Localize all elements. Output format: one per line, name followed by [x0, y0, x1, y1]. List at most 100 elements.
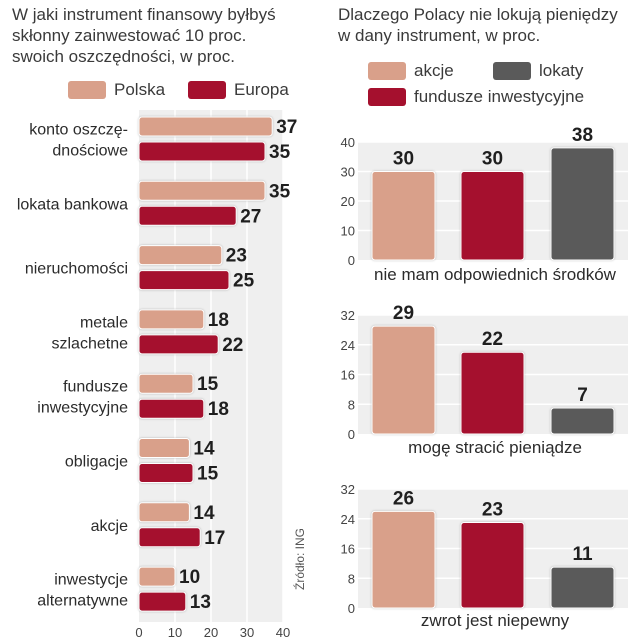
right-y-tick-label: 40	[341, 135, 355, 150]
left-bar-value-label: 15	[197, 464, 219, 485]
right-y-tick-label: 20	[341, 194, 355, 209]
right-bar-value-label: 7	[577, 385, 588, 406]
legend-swatch-fundusze	[368, 88, 406, 106]
right-title-line-1: Dlaczego Polacy nie lokują pieniędzy	[338, 5, 618, 24]
right-y-tick-label: 0	[348, 253, 355, 268]
left-bar-value-label: 13	[190, 592, 211, 613]
left-bar-value-label: 15	[197, 374, 219, 395]
right-y-tick-label: 32	[341, 482, 355, 497]
left-bar-value-label: 23	[226, 246, 247, 267]
left-category-label: metale	[80, 314, 128, 331]
left-category-label: akcje	[91, 518, 128, 535]
left-bar-polska	[138, 502, 190, 523]
left-title-line-2: skłonny zainwestować 10 proc.	[12, 26, 247, 45]
left-category-label: inwestycje	[54, 572, 128, 589]
left-x-tick-label: 40	[276, 625, 290, 640]
left-x-tick-label: 0	[135, 625, 142, 640]
left-chart-title: W jaki instrument finansowy byłbyś skłon…	[12, 4, 276, 67]
left-bar-polska	[138, 566, 176, 587]
left-bar-value-label: 35	[269, 142, 291, 163]
left-category-label: obligacje	[65, 454, 128, 471]
left-bar-europa	[138, 527, 201, 548]
left-category-label: szlachetne	[52, 335, 129, 352]
right-chart-title: Dlaczego Polacy nie lokują pieniędzy w d…	[338, 4, 618, 46]
right-bar-akcje	[371, 171, 436, 261]
right-bar-value-label: 23	[482, 499, 503, 520]
right-bar-value-label: 29	[393, 303, 414, 324]
right-bar-value-label: 38	[572, 125, 593, 146]
legend-label-fundusze: fundusze inwestycyjne	[414, 87, 585, 106]
right-y-tick-label: 16	[341, 368, 355, 383]
left-bar-polska	[138, 116, 273, 137]
right-bar-value-label: 11	[572, 544, 593, 565]
right-bar-value-label: 26	[393, 488, 414, 509]
legend-akcje: akcje	[368, 61, 454, 81]
right-y-tick-label: 10	[341, 224, 355, 239]
left-bar-value-label: 25	[233, 271, 255, 292]
left-bar-value-label: 35	[269, 181, 291, 202]
left-bar-polska	[138, 309, 205, 330]
left-category-label: alternatywne	[37, 593, 128, 610]
left-category-label: dnościowe	[52, 143, 128, 160]
left-x-tick-label: 10	[168, 625, 182, 640]
right-y-tick-label: 16	[341, 542, 355, 557]
legend-lokaty: lokaty	[493, 61, 583, 81]
left-category-label: nieruchomości	[25, 261, 128, 278]
left-bar-europa	[138, 205, 237, 226]
right-y-tick-label: 24	[341, 338, 355, 353]
right-panel-title: nie mam odpowiednich środków	[374, 265, 617, 284]
legend-europa: Europa	[188, 80, 289, 100]
left-bar-europa	[138, 591, 187, 612]
right-bar-value-label: 30	[393, 149, 414, 170]
right-bar-fundusze	[460, 351, 525, 435]
left-title-line-3: swoich oszczędności, w proc.	[12, 47, 235, 66]
left-bar-polska	[138, 438, 190, 458]
left-bar-europa	[138, 463, 194, 483]
left-category-label: inwestycyjne	[37, 400, 128, 417]
right-y-tick-label: 30	[341, 165, 355, 180]
left-title-line-1: W jaki instrument finansowy byłbyś	[12, 5, 276, 24]
left-bar-value-label: 17	[204, 528, 225, 549]
left-bar-europa	[138, 398, 205, 419]
legend-swatch-akcje	[368, 62, 406, 80]
right-y-tick-label: 24	[341, 512, 355, 527]
left-x-tick-label: 30	[240, 625, 254, 640]
right-bar-akcje	[371, 510, 436, 609]
right-bar-akcje	[371, 325, 436, 435]
right-bar-value-label: 30	[482, 149, 503, 170]
right-y-tick-label: 8	[348, 571, 355, 586]
right-y-tick-label: 8	[348, 397, 355, 412]
right-y-tick-label: 0	[348, 427, 355, 442]
right-bar-fundusze	[460, 171, 525, 261]
left-category-label: fundusze	[63, 379, 128, 396]
left-x-tick-label: 20	[204, 625, 218, 640]
left-bar-europa	[138, 141, 266, 162]
right-bar-lokaty	[550, 566, 615, 609]
left-bar-europa	[138, 270, 230, 291]
legend-label-polska: Polska	[114, 80, 166, 99]
left-bar-value-label: 10	[179, 567, 200, 588]
legend-polska: Polska	[68, 80, 165, 100]
legend-label-europa: Europa	[234, 80, 289, 99]
right-bar-lokaty	[550, 407, 615, 435]
legend-label-akcje: akcje	[414, 61, 454, 80]
right-bar-lokaty	[550, 147, 615, 261]
left-bar-value-label: 37	[276, 117, 297, 138]
legend-label-lokaty: lokaty	[539, 61, 584, 80]
right-y-tick-label: 0	[348, 601, 355, 616]
legend-swatch-polska	[68, 81, 106, 99]
right-bar-value-label: 22	[482, 329, 503, 350]
left-category-label: konto oszczę-	[29, 122, 128, 139]
right-panel-title: mogę stracić pieniądze	[408, 438, 582, 457]
left-bar-polska	[138, 180, 266, 201]
left-bar-value-label: 27	[240, 206, 261, 227]
left-bar-polska	[138, 245, 223, 266]
legend-swatch-europa	[188, 81, 226, 99]
legend-fundusze: fundusze inwestycyjne	[368, 87, 584, 107]
left-bar-europa	[138, 334, 219, 355]
right-bar-fundusze	[460, 521, 525, 609]
left-bar-value-label: 18	[208, 399, 229, 420]
left-bar-value-label: 22	[222, 335, 243, 356]
left-category-label: lokata bankowa	[17, 196, 128, 213]
left-bar-value-label: 14	[193, 503, 215, 524]
